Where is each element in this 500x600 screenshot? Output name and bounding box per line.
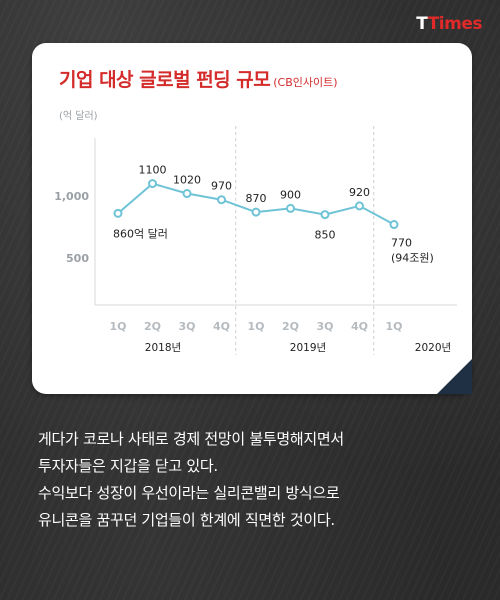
data-point — [251, 207, 261, 217]
chart-card: 기업 대상 글로벌 펀딩 규모 (CB인사이트) (억 달러) 1,000 500 1… — [32, 43, 472, 394]
data-point — [320, 210, 330, 220]
x-tick-label: 1Q — [109, 320, 126, 333]
data-label: 860억 달러 — [113, 227, 168, 240]
body-line: 투자자들은 지갑을 닫고 있다. — [38, 457, 218, 475]
x-tick-label: 2Q — [144, 320, 161, 333]
data-label: 870 — [246, 192, 267, 205]
ttimes-logo: TTimes — [416, 14, 482, 34]
y-axis-unit: (억 달러) — [59, 111, 98, 122]
data-label: 1020 — [173, 174, 201, 187]
line-chart: 1,000 500 1Q 2Q 3Q 4Q 1Q 2Q 3Q 4Q 1Q 2018년 2019년 2020… — [54, 126, 457, 355]
data-label: 970 — [211, 180, 232, 193]
x-tick-label: 4Q — [213, 320, 230, 333]
body-line: 수익보다 성장이 우선이라는 실리콘밸리 방식으로 — [38, 484, 340, 502]
data-point — [148, 179, 157, 189]
year-label: 2018년 — [145, 342, 181, 354]
year-label: 2019년 — [290, 342, 326, 354]
body-line: 유니콘을 꿈꾸던 기업들이 한계에 직면한 것이다. — [38, 511, 335, 529]
data-point — [217, 195, 226, 205]
data-label: 920 — [349, 186, 370, 199]
data-label: 770 — [391, 237, 412, 250]
y-tick-label: 500 — [66, 252, 89, 265]
data-label-extra: (94조원) — [391, 252, 434, 265]
x-tick-label: 1Q — [247, 320, 264, 333]
body-line: 게다가 코로나 사태로 경제 전망이 불투명해지면서 — [38, 430, 344, 448]
data-label: 900 — [280, 188, 301, 201]
data-label: 1100 — [139, 164, 167, 177]
chart-title-row: 기업 대상 글로벌 펀딩 규모 (CB인사이트) — [59, 65, 338, 92]
chart-source: (CB인사이트) — [273, 76, 338, 89]
x-tick-label: 4Q — [351, 320, 368, 333]
chart-title: 기업 대상 글로벌 펀딩 규모 — [59, 69, 271, 91]
x-tick-label: 1Q — [385, 320, 402, 333]
data-point — [389, 220, 399, 230]
data-label: 850 — [315, 229, 336, 242]
body-text: 게다가 코로나 사태로 경제 전망이 불투명해지면서 투자자들은 지갑을 닫고 … — [38, 426, 478, 534]
card-corner-fold — [437, 359, 472, 394]
x-tick-label: 2Q — [282, 320, 299, 333]
data-point — [182, 189, 192, 199]
year-label: 2020년 — [415, 342, 451, 354]
x-tick-label: 3Q — [316, 320, 333, 333]
y-tick-label: 1,000 — [54, 190, 89, 203]
data-point — [286, 203, 295, 213]
x-tick-label: 3Q — [178, 320, 195, 333]
data-point — [113, 208, 123, 218]
data-point — [355, 201, 364, 211]
